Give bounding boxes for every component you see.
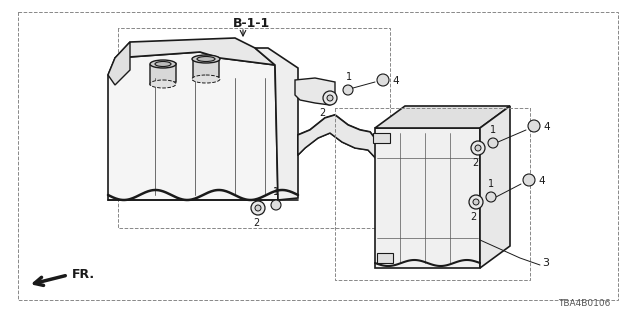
Text: FR.: FR. (72, 268, 95, 282)
Polygon shape (377, 253, 393, 263)
Polygon shape (108, 52, 278, 200)
Text: 3: 3 (542, 258, 549, 268)
Polygon shape (193, 58, 219, 80)
Circle shape (528, 120, 540, 132)
Circle shape (473, 199, 479, 205)
Text: 4: 4 (392, 76, 399, 86)
Ellipse shape (192, 55, 220, 63)
Text: 2: 2 (319, 108, 325, 118)
Text: 2: 2 (253, 218, 259, 228)
Polygon shape (255, 48, 298, 200)
Text: 2: 2 (472, 158, 478, 168)
Polygon shape (298, 115, 382, 165)
Ellipse shape (192, 75, 220, 83)
Text: 4: 4 (538, 176, 545, 186)
Text: 1: 1 (346, 72, 352, 82)
Circle shape (475, 145, 481, 151)
Text: TBA4B0106: TBA4B0106 (557, 299, 610, 308)
Polygon shape (375, 106, 510, 128)
Circle shape (323, 91, 337, 105)
Polygon shape (480, 106, 510, 268)
Circle shape (486, 192, 496, 202)
Text: 2: 2 (470, 212, 476, 222)
Circle shape (471, 141, 485, 155)
Circle shape (377, 74, 389, 86)
Circle shape (343, 85, 353, 95)
Ellipse shape (150, 60, 176, 68)
Circle shape (488, 138, 498, 148)
Polygon shape (108, 42, 130, 85)
Circle shape (469, 195, 483, 209)
Polygon shape (373, 133, 390, 143)
Circle shape (255, 205, 261, 211)
Circle shape (327, 95, 333, 101)
Text: 1: 1 (490, 125, 496, 135)
Polygon shape (295, 78, 335, 105)
Circle shape (271, 200, 281, 210)
Text: 1: 1 (488, 179, 494, 189)
Circle shape (523, 174, 535, 186)
Ellipse shape (197, 57, 215, 61)
Polygon shape (375, 128, 480, 268)
Text: 1: 1 (273, 187, 279, 197)
Circle shape (251, 201, 265, 215)
Ellipse shape (150, 80, 176, 88)
Polygon shape (150, 63, 176, 85)
Polygon shape (115, 38, 275, 65)
Ellipse shape (155, 61, 171, 67)
Text: 4: 4 (543, 122, 550, 132)
Text: B-1-1: B-1-1 (233, 17, 270, 30)
